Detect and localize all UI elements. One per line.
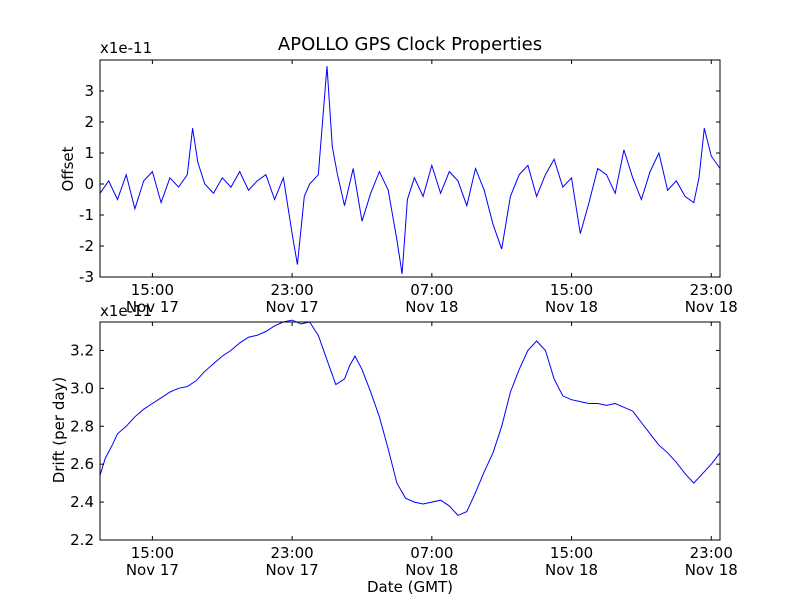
y-tick-label: 2.8 bbox=[70, 417, 94, 435]
drift-y-label: Drift (per day) bbox=[50, 377, 68, 484]
x-tick-time: 15:00 bbox=[131, 281, 174, 299]
x-tick-date: Nov 18 bbox=[545, 298, 598, 316]
x-tick-date: Nov 18 bbox=[685, 298, 738, 316]
x-tick-date: Nov 17 bbox=[266, 298, 319, 316]
x-tick-time: 15:00 bbox=[550, 281, 593, 299]
offset-scale-label: x1e-11 bbox=[100, 39, 152, 57]
y-tick-label: 3 bbox=[84, 82, 94, 100]
x-tick-time: 23:00 bbox=[270, 544, 313, 562]
y-tick-label: 2.4 bbox=[70, 493, 94, 511]
x-tick-date: Nov 17 bbox=[126, 561, 179, 579]
plot-frame bbox=[99, 321, 721, 541]
x-tick-time: 07:00 bbox=[410, 544, 453, 562]
offset-y-label: Offset bbox=[59, 146, 77, 191]
x-tick-date: Nov 18 bbox=[405, 561, 458, 579]
x-tick-time: 23:00 bbox=[690, 544, 733, 562]
y-tick-label: 1 bbox=[84, 144, 94, 162]
x-tick-time: 15:00 bbox=[550, 544, 593, 562]
y-tick-label: 3.0 bbox=[70, 379, 94, 397]
x-tick-date: Nov 18 bbox=[405, 298, 458, 316]
y-tick-label: 2.2 bbox=[70, 531, 94, 549]
series-line bbox=[99, 66, 721, 274]
x-tick-date: Nov 17 bbox=[266, 561, 319, 579]
chart-title: APOLLO GPS Clock Properties bbox=[278, 34, 542, 55]
series-line bbox=[99, 319, 721, 517]
y-tick-label: 3.2 bbox=[70, 341, 94, 359]
y-tick-label: 2.6 bbox=[70, 455, 94, 473]
drift-x-label: Date (GMT) bbox=[367, 578, 453, 596]
x-tick-date: Nov 17 bbox=[126, 298, 179, 316]
x-tick-time: 15:00 bbox=[131, 544, 174, 562]
y-tick-label: -3 bbox=[79, 268, 94, 286]
y-tick-label: 2 bbox=[84, 113, 94, 131]
x-tick-date: Nov 18 bbox=[545, 561, 598, 579]
plot-frame bbox=[99, 59, 721, 278]
x-tick-date: Nov 18 bbox=[685, 561, 738, 579]
x-tick-time: 23:00 bbox=[270, 281, 313, 299]
y-tick-label: 0 bbox=[84, 175, 94, 193]
x-tick-time: 23:00 bbox=[690, 281, 733, 299]
x-tick-time: 07:00 bbox=[410, 281, 453, 299]
y-tick-label: -1 bbox=[79, 206, 94, 224]
y-tick-label: -2 bbox=[79, 237, 94, 255]
drift-scale-label: x1e-11 bbox=[100, 302, 152, 320]
